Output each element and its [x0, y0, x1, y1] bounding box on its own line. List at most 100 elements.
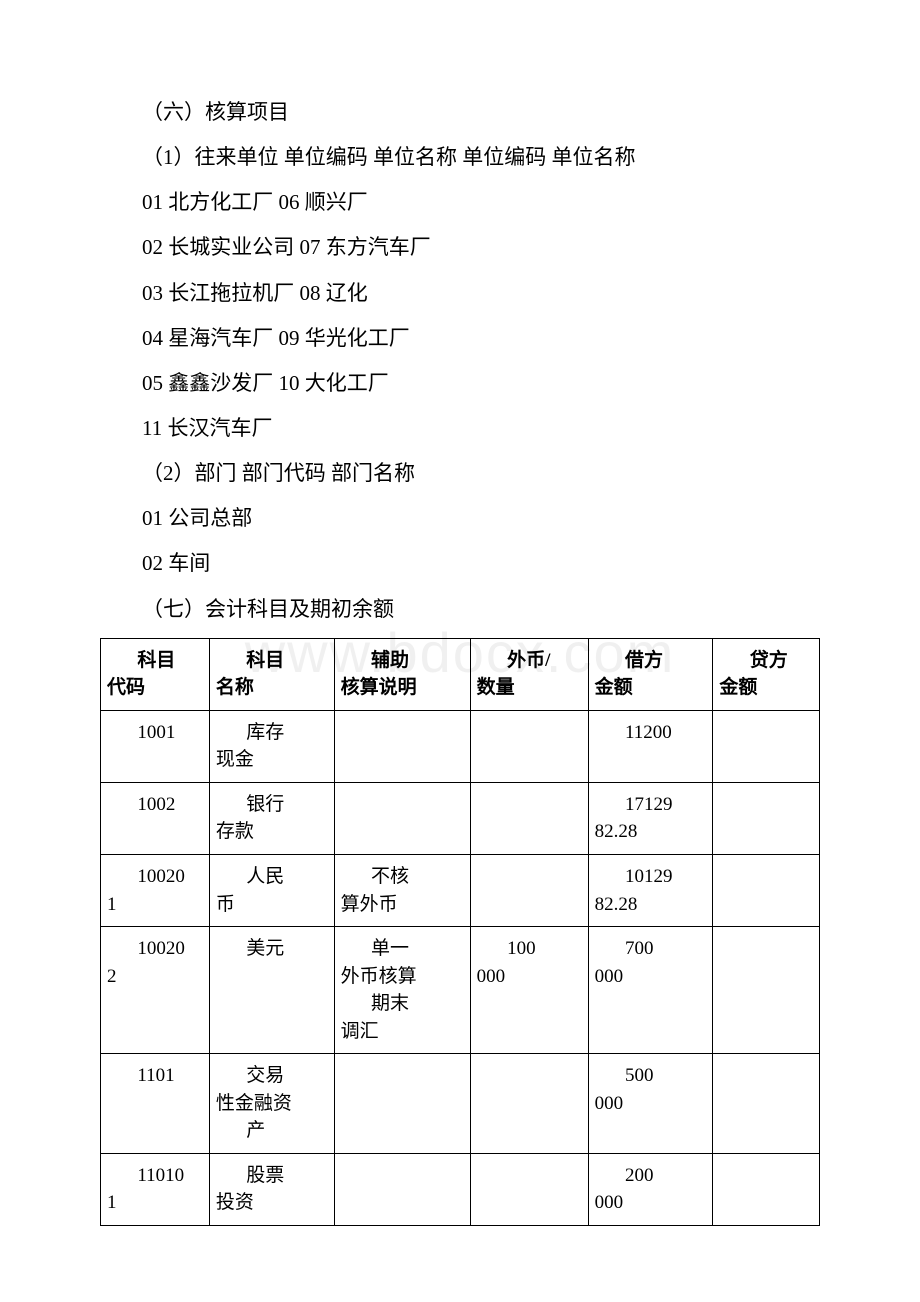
cell-text: 币	[216, 891, 328, 919]
table-row: 1001库存现金11200	[101, 710, 820, 782]
cell-text: 存款	[216, 818, 328, 846]
cell-text: 人民	[216, 863, 328, 891]
table-cell: 100202	[101, 927, 210, 1054]
cell-text: 性金融资	[216, 1090, 328, 1118]
cell-text: 银行	[216, 791, 328, 819]
cell-text: 100	[477, 935, 582, 963]
table-cell: 股票投资	[209, 1153, 334, 1225]
table-cell: 单一外币核算期末调汇	[334, 927, 470, 1054]
table-cell	[713, 1153, 820, 1225]
section-6-sub1-header: （1）往来单位 单位编码 单位名称 单位编码 单位名称	[100, 135, 820, 180]
table-row: 100201人民币不核算外币1012982.28	[101, 854, 820, 926]
cell-text: 1	[107, 891, 203, 919]
header-credit: 贷方 金额	[713, 638, 820, 710]
cell-text: 股票	[216, 1162, 328, 1190]
cell-text: 82.28	[595, 891, 707, 919]
cell-text: 产	[216, 1117, 328, 1145]
document-page: （六）核算项目 （1）往来单位 单位编码 单位名称 单位编码 单位名称 01 北…	[0, 0, 920, 1266]
cell-text: 投资	[216, 1189, 328, 1217]
unit-line-3: 03 长江拖拉机厂 08 辽化	[100, 271, 820, 316]
header-aux: 辅助 核算说明	[334, 638, 470, 710]
table-cell: 美元	[209, 927, 334, 1054]
table-cell: 11200	[588, 710, 713, 782]
table-cell	[334, 782, 470, 854]
cell-text: 11010	[107, 1162, 203, 1190]
unit-line-4: 04 星海汽车厂 09 华光化工厂	[100, 316, 820, 361]
cell-text: 500	[595, 1062, 707, 1090]
table-row: 1002银行存款1712982.28	[101, 782, 820, 854]
table-cell	[713, 854, 820, 926]
table-row: 100202美元单一外币核算期末调汇100000700000	[101, 927, 820, 1054]
cell-text: 000	[595, 1189, 707, 1217]
cell-text: 11200	[595, 719, 707, 747]
cell-text: 10020	[107, 935, 203, 963]
unit-line-2: 02 长城实业公司 07 东方汽车厂	[100, 225, 820, 270]
cell-text: 000	[595, 963, 707, 991]
table-cell: 1001	[101, 710, 210, 782]
cell-text: 不核	[341, 863, 464, 891]
cell-text: 外币核算	[341, 963, 464, 991]
table-cell	[334, 1054, 470, 1154]
section-6-title: （六）核算项目	[100, 90, 820, 135]
header-fx-l1: 外币/	[477, 647, 582, 675]
cell-text: 200	[595, 1162, 707, 1190]
cell-text: 1001	[107, 719, 203, 747]
table-cell: 银行存款	[209, 782, 334, 854]
table-cell: 1101	[101, 1054, 210, 1154]
header-name-l2: 名称	[216, 674, 328, 702]
header-debit-l1: 借方	[595, 647, 707, 675]
header-fx-l2: 数量	[477, 674, 582, 702]
table-cell: 500000	[588, 1054, 713, 1154]
table-cell	[470, 854, 588, 926]
cell-text: 10129	[595, 863, 707, 891]
header-aux-l2: 核算说明	[341, 674, 464, 702]
header-aux-l1: 辅助	[341, 647, 464, 675]
table-cell: 1712982.28	[588, 782, 713, 854]
header-name-l1: 科目	[216, 647, 328, 675]
table-cell	[713, 710, 820, 782]
header-code: 科目 代码	[101, 638, 210, 710]
cell-text: 000	[595, 1090, 707, 1118]
cell-text: 现金	[216, 746, 328, 774]
cell-text: 10020	[107, 863, 203, 891]
header-credit-l1: 贷方	[719, 647, 813, 675]
cell-text: 2	[107, 963, 203, 991]
dept-line-1: 01 公司总部	[100, 496, 820, 541]
cell-text: 交易	[216, 1062, 328, 1090]
header-debit-l2: 金额	[595, 674, 707, 702]
unit-line-5: 05 鑫鑫沙发厂 10 大化工厂	[100, 361, 820, 406]
cell-text: 单一	[341, 935, 464, 963]
table-cell: 700000	[588, 927, 713, 1054]
table-cell	[470, 1054, 588, 1154]
accounts-table: 科目 代码 科目 名称 辅助 核算说明 外币/ 数量 借方 金额	[100, 638, 820, 1226]
table-cell: 交易性金融资产	[209, 1054, 334, 1154]
table-row: 110101股票投资200000	[101, 1153, 820, 1225]
table-cell: 110101	[101, 1153, 210, 1225]
header-credit-l2: 金额	[719, 674, 813, 702]
table-cell	[470, 782, 588, 854]
table-cell	[713, 782, 820, 854]
header-code-l1: 科目	[107, 647, 203, 675]
table-cell: 100201	[101, 854, 210, 926]
table-cell: 不核算外币	[334, 854, 470, 926]
table-cell: 1002	[101, 782, 210, 854]
table-row: 1101交易性金融资产 500000	[101, 1054, 820, 1154]
header-debit: 借方 金额	[588, 638, 713, 710]
header-code-l2: 代码	[107, 674, 203, 702]
cell-text: 000	[477, 963, 582, 991]
cell-text: 700	[595, 935, 707, 963]
table-cell	[334, 1153, 470, 1225]
cell-text: 1002	[107, 791, 203, 819]
cell-text: 82.28	[595, 818, 707, 846]
table-cell: 200000	[588, 1153, 713, 1225]
unit-line-6: 11 长汉汽车厂	[100, 406, 820, 451]
table-header-row: 科目 代码 科目 名称 辅助 核算说明 外币/ 数量 借方 金额	[101, 638, 820, 710]
table-cell: 100000	[470, 927, 588, 1054]
unit-line-1: 01 北方化工厂 06 顺兴厂	[100, 180, 820, 225]
table-cell: 1012982.28	[588, 854, 713, 926]
cell-text: 1	[107, 1189, 203, 1217]
section-7-title: （七）会计科目及期初余额	[100, 587, 820, 632]
dept-line-2: 02 车间	[100, 541, 820, 586]
table-cell: 人民币	[209, 854, 334, 926]
header-name: 科目 名称	[209, 638, 334, 710]
